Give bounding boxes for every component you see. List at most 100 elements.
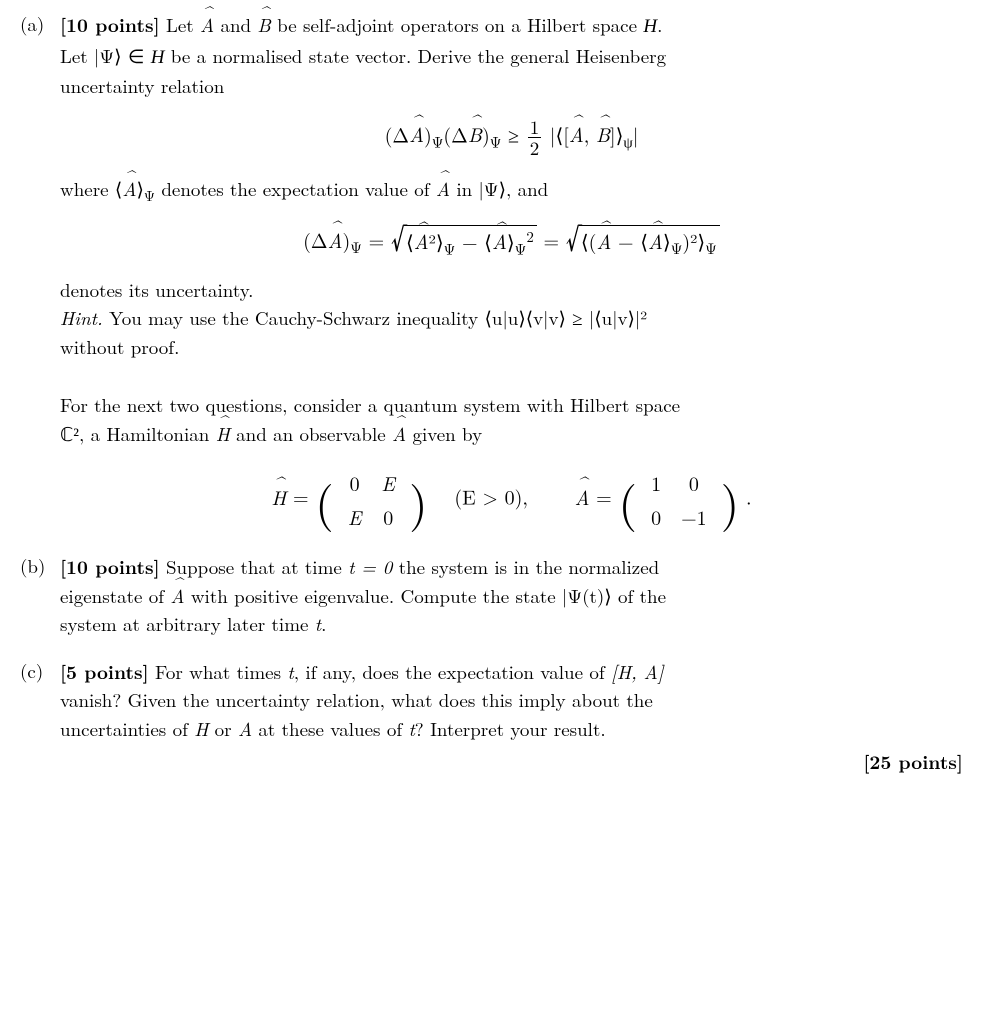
t: Ψ [490, 131, 502, 152]
C2: ℂ² [60, 425, 79, 446]
text: without proof. [60, 333, 179, 360]
op-A: A [200, 11, 214, 40]
t0: t = 0 [348, 553, 392, 580]
op-A: A [392, 420, 406, 449]
t: = [286, 482, 315, 511]
t: . [746, 482, 752, 511]
t: A [414, 226, 429, 256]
matrix-body: 10 0−1 [641, 466, 717, 534]
t: A [648, 226, 663, 256]
text: You may use the Cauchy-Schwarz inequalit… [109, 304, 484, 331]
t: ⟩ [507, 226, 515, 255]
hint-label: Hint. [60, 304, 103, 331]
in: ∈ [128, 42, 151, 69]
t: Ψ [350, 237, 362, 258]
t: = [590, 482, 619, 511]
t: A [328, 225, 343, 255]
t: = [544, 225, 566, 254]
paren-l: ( [315, 480, 334, 521]
text: where ⟨ [60, 175, 122, 202]
commutator: [H, A] [611, 658, 664, 685]
part-a-body: [10 points] Let A and B be self-adjoint … [60, 10, 963, 361]
t: Ψ [444, 238, 456, 259]
t: A [575, 482, 590, 512]
text: with positive eigenvalue. Compute the st… [185, 582, 563, 609]
text: eigenstate of [60, 582, 170, 609]
t: Ψ [515, 238, 527, 259]
cell: E [338, 500, 372, 534]
text: , a Hamiltonian [79, 420, 216, 447]
t: ⟨ [406, 226, 414, 255]
part-b-label: (b) [20, 552, 60, 639]
cell: 0 [371, 500, 405, 534]
text: . [657, 11, 662, 38]
text: , if any, does the expectation value of [294, 658, 611, 685]
hilbert-H: H [151, 47, 165, 68]
cell: 1 [641, 466, 671, 500]
intro-block: For the next two questions, consider a q… [60, 391, 963, 534]
part-c-points: [5 points] [60, 657, 149, 685]
text: Suppose that at time [166, 553, 348, 580]
t: ψ [623, 131, 632, 152]
t: (Δ [303, 225, 327, 254]
text: the system is in the normalized [392, 553, 659, 580]
text: denotes its uncertainty. [60, 276, 253, 303]
text: in [456, 175, 478, 202]
part-c-label: (c) [20, 657, 60, 776]
text: . [321, 610, 326, 637]
text: given by [406, 420, 482, 447]
radicand: ⟨(A − ⟨A⟩Ψ)²⟩Ψ [579, 225, 720, 261]
eq-uncertainty-def: (ΔA)Ψ = √ ⟨A²⟩Ψ − ⟨A⟩Ψ2 = √ ⟨(A − ⟨A⟩Ψ)²… [60, 223, 963, 260]
part-a-points: [10 points] [60, 10, 160, 38]
sqrt-1: √ ⟨A²⟩Ψ − ⟨A⟩Ψ2 [391, 223, 537, 259]
t: A [569, 119, 584, 149]
paren-r: ) [721, 480, 740, 521]
cell: 0 [671, 466, 717, 500]
hint-eq: ⟨u|u⟩⟨v|v⟩ ≥ |⟨u|v⟩|² [485, 304, 648, 331]
cell: 0 [641, 500, 671, 534]
text: be self-adjoint operators on a Hilbert s… [277, 11, 643, 38]
text: For the next two questions, consider a q… [60, 391, 680, 418]
t: Ψ [144, 186, 155, 206]
t: |Ψ⟩ [479, 175, 506, 202]
t: ]⟩ [610, 119, 623, 148]
text: uncertainty relation [60, 72, 224, 99]
t: ≥ [508, 119, 526, 148]
t: A [409, 119, 424, 149]
t: H [271, 482, 286, 512]
psi: |Ψ⟩ [94, 42, 121, 69]
text: ? Interpret your result. [415, 715, 606, 742]
part-b-body: [10 points] Suppose that at time t = 0 t… [60, 552, 963, 639]
t: 2 [526, 226, 534, 247]
text: Let [166, 11, 200, 38]
t: A [122, 175, 136, 204]
text: be a normalised state vector. Derive the… [171, 42, 666, 69]
t: A [492, 226, 507, 256]
op-A: A [170, 582, 184, 611]
part-a: (a) [10 points] Let A and B be self-adjo… [20, 10, 963, 361]
matrix-H: ( 0E E0 ) [315, 466, 428, 534]
text: system at arbitrary later time [60, 610, 315, 637]
t: ) [424, 119, 432, 148]
text: of the [612, 582, 666, 609]
op-H: H [216, 420, 230, 449]
cell: 0 [338, 466, 372, 500]
t: A [436, 175, 450, 204]
part-c: (c) [5 points] For what times t, if any,… [20, 657, 963, 776]
t: |⟨[ [550, 119, 569, 148]
t: Ψ [432, 131, 444, 152]
eq-uncertainty: (ΔA)Ψ(ΔB)Ψ ≥ 1 2 |⟨[A, B]⟩ψ| [60, 117, 963, 160]
text: and an observable [230, 420, 392, 447]
t: ⟨( [581, 226, 597, 255]
text: For what times [155, 658, 287, 685]
cell: −1 [671, 500, 717, 534]
frac-half: 1 2 [528, 117, 542, 160]
text: , and [506, 175, 548, 202]
part-b: (b) [10 points] Suppose that at time t =… [20, 552, 963, 639]
matrix-A: ( 10 0−1 ) [618, 466, 739, 534]
t: ⟩ [663, 226, 671, 255]
t: A [596, 226, 611, 256]
paren-r: ) [409, 480, 428, 521]
text: vanish? Given the uncertainty relation, … [60, 686, 653, 713]
t: B [596, 119, 610, 149]
